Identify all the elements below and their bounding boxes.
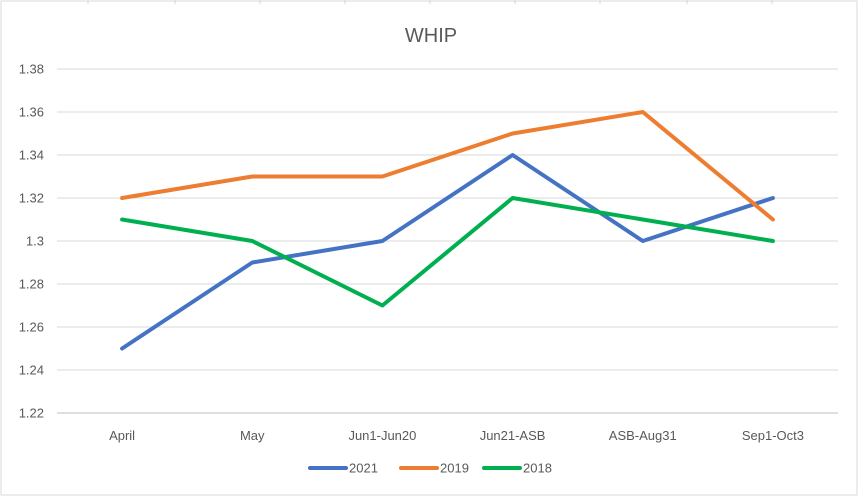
y-tick-label: 1.22 <box>19 406 44 421</box>
series-line-2019 <box>120 110 775 222</box>
x-axis-tick-labels: April May Jun1-Jun20 Jun21-ASB ASB-Aug31 Sep1… <box>109 428 804 443</box>
x-tick-label: Jun21-ASB <box>480 428 546 443</box>
legend-label-2018: 2018 <box>523 461 552 476</box>
series-lines <box>120 110 775 351</box>
chart-title: WHIP <box>405 25 457 47</box>
y-tick-label: 1.26 <box>19 320 44 335</box>
y-tick-label: 1.24 <box>19 363 44 378</box>
y-tick-label: 1.38 <box>19 62 44 77</box>
y-tick-label: 1.36 <box>19 105 44 120</box>
x-tick-label: April <box>109 428 135 443</box>
x-tick-label: Sep1-Oct3 <box>742 428 804 443</box>
y-tick-label: 1.32 <box>19 191 44 206</box>
y-tick-label: 1.28 <box>19 277 44 292</box>
gridlines <box>57 68 838 414</box>
x-tick-label: ASB-Aug31 <box>609 428 677 443</box>
series-line-2021 <box>120 153 775 351</box>
series-line-2018 <box>120 196 775 308</box>
x-tick-label: Jun1-Jun20 <box>348 428 416 443</box>
legend: 2021 2019 2018 <box>308 461 552 476</box>
y-tick-label: 1.3 <box>26 234 44 249</box>
legend-label-2021: 2021 <box>349 461 378 476</box>
y-axis-tick-labels: 1.22 1.24 1.26 1.28 1.3 1.32 1.34 1.36 1.38 <box>19 62 44 421</box>
x-tick-label: May <box>240 428 265 443</box>
legend-label-2019: 2019 <box>440 461 469 476</box>
y-tick-label: 1.34 <box>19 148 44 163</box>
